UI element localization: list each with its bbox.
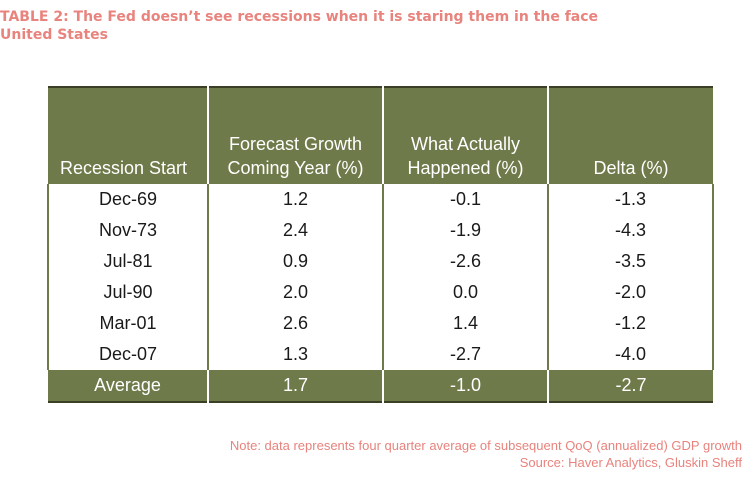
cell-forecast: 2.0 [207,277,383,308]
footnote-note: Note: data represents four quarter avera… [229,438,742,453]
cell-forecast: 0.9 [207,246,383,277]
cell-delta: -1.3 [547,184,714,215]
cell-recession-start: Dec-07 [47,339,208,370]
cell-delta: -4.3 [547,215,714,246]
footnote-source: Source: Haver Analytics, Gluskin Sheff [519,455,742,470]
title-block: TABLE 2: The Fed doesn’t see recessions … [0,8,598,44]
cell-recession-start: Dec-69 [47,184,208,215]
cell-recession-start: Mar-01 [47,308,208,339]
cell-delta: -3.5 [547,246,714,277]
cell-actual: 1.4 [382,308,548,339]
average-delta: -2.7 [547,370,713,402]
average-label: Average [48,370,208,402]
cell-actual: -2.7 [382,339,548,370]
table-row: Jul-90 2.0 0.0 -2.0 [47,277,714,308]
table-row: Nov-73 2.4 -1.9 -4.3 [47,215,714,246]
data-table-container: Recession Start Forecast Growth Coming Y… [47,86,714,403]
cell-recession-start: Nov-73 [47,215,208,246]
table-row: Mar-01 2.6 1.4 -1.2 [47,308,714,339]
footnote-block: Note: data represents four quarter avera… [230,437,742,471]
table-title: TABLE 2: The Fed doesn’t see recessions … [0,9,599,25]
cell-delta: -4.0 [547,339,714,370]
cell-forecast: 1.3 [207,339,383,370]
header-delta: Delta (%) [547,87,713,184]
header-row: Recession Start Forecast Growth Coming Y… [48,87,713,184]
table-row: Dec-07 1.3 -2.7 -4.0 [47,339,714,370]
table-row: Jul-81 0.9 -2.6 -3.5 [47,246,714,277]
cell-actual: -0.1 [382,184,548,215]
average-row: Average 1.7 -1.0 -2.7 [48,370,713,402]
header-recession-start: Recession Start [48,87,208,184]
cell-forecast: 1.2 [207,184,383,215]
cell-recession-start: Jul-81 [47,246,208,277]
cell-actual: -2.6 [382,246,548,277]
cell-delta: -1.2 [547,308,714,339]
recession-forecast-table: Recession Start Forecast Growth Coming Y… [47,86,714,403]
header-forecast-growth: Forecast Growth Coming Year (%) [207,87,383,184]
cell-recession-start: Jul-90 [47,277,208,308]
cell-actual: 0.0 [382,277,548,308]
cell-delta: -2.0 [547,277,714,308]
cell-forecast: 2.4 [207,215,383,246]
average-actual: -1.0 [382,370,548,402]
table-row: Dec-69 1.2 -0.1 -1.3 [47,184,714,215]
header-actual: What Actually Happened (%) [382,87,548,184]
table-subtitle: United States [0,27,108,43]
average-forecast: 1.7 [207,370,383,402]
cell-actual: -1.9 [382,215,548,246]
cell-forecast: 2.6 [207,308,383,339]
